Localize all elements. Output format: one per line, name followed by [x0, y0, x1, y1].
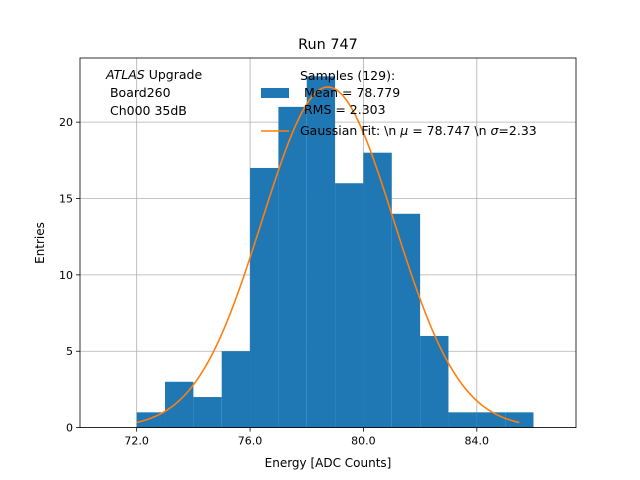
annotation-line-3: Ch000 35dB: [106, 103, 187, 118]
histogram-bar: [448, 412, 477, 428]
legend-fit-prefix: Gaussian Fit: \n: [300, 123, 400, 138]
histogram-bar: [335, 183, 364, 428]
histogram-bars: [136, 76, 534, 428]
y-tick-label: 0: [66, 422, 73, 435]
atlas-annotation: ATLAS Upgrade Board260 Ch000 35dB: [105, 67, 202, 118]
y-tick-label: 15: [59, 193, 73, 206]
annotation-atlas: ATLAS: [105, 67, 145, 82]
histogram-bar: [476, 412, 506, 428]
x-tick-label: 76.0: [238, 435, 263, 448]
histogram-bar: [306, 76, 336, 428]
x-axis-label: Energy [ADC Counts]: [265, 456, 392, 470]
y-tick-label: 5: [66, 345, 73, 358]
histogram-bar: [250, 167, 279, 428]
legend: Samples (129): Mean = 78.779 RMS = 2.303…: [261, 68, 537, 138]
histogram-bar: [193, 397, 222, 428]
x-tick-label: 80.0: [351, 435, 376, 448]
legend-fit-sigma: σ: [490, 123, 499, 138]
x-axis-ticks: 72.0 76.0 80.0 84.0: [124, 427, 490, 448]
y-axis-ticks: 0 5 10 15 20: [59, 116, 80, 435]
legend-histogram-swatch: [261, 88, 289, 98]
legend-fit-label: Gaussian Fit: \n μ = 78.747 \n σ=2.33: [300, 123, 537, 138]
y-tick-label: 20: [59, 116, 73, 129]
histogram-bar: [363, 152, 392, 428]
legend-fit-end: =2.33: [498, 123, 536, 138]
histogram-bar: [505, 412, 534, 428]
fit-line: [136, 86, 520, 424]
annotation-line-2: Board260: [106, 85, 171, 100]
y-axis-label: Entries: [33, 222, 47, 264]
x-tick-label: 72.0: [124, 435, 149, 448]
x-tick-label: 84.0: [465, 435, 490, 448]
chart-title: Run 747: [298, 37, 358, 53]
legend-histogram-line-1: Samples (129):: [300, 68, 395, 83]
histogram-bar: [221, 351, 251, 428]
gaussian-fit-curve: [136, 86, 520, 424]
annotation-upgrade: Upgrade: [145, 67, 203, 82]
y-tick-label: 10: [59, 269, 73, 282]
annotation-line-1: ATLAS Upgrade: [105, 67, 202, 82]
histogram-bar: [136, 412, 166, 428]
histogram-bar: [165, 381, 194, 428]
histogram-bar: [391, 213, 421, 428]
histogram-bar: [420, 335, 449, 428]
histogram-bar: [278, 106, 307, 428]
legend-fit-mu: μ: [399, 123, 408, 138]
legend-histogram-line-3: RMS = 2.303: [300, 102, 386, 117]
plot-frame: [79, 57, 577, 429]
legend-histogram-line-2: Mean = 78.779: [300, 85, 400, 100]
legend-fit-mid: = 78.747 \n: [408, 123, 490, 138]
